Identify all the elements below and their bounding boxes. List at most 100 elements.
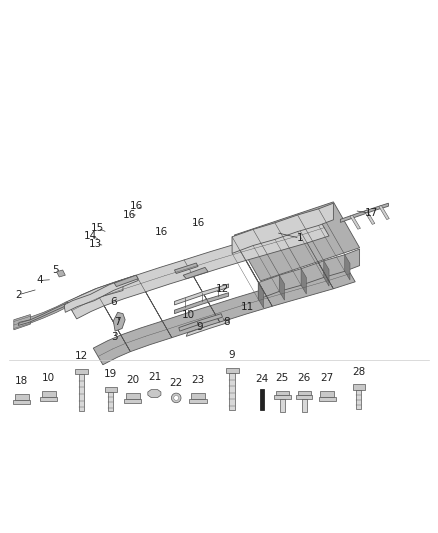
Polygon shape xyxy=(350,215,360,229)
Polygon shape xyxy=(230,373,235,410)
Text: 17: 17 xyxy=(364,208,378,218)
Polygon shape xyxy=(65,280,123,304)
Polygon shape xyxy=(113,312,125,331)
Polygon shape xyxy=(14,394,28,400)
Text: 26: 26 xyxy=(297,373,311,383)
Text: 13: 13 xyxy=(89,239,102,249)
Polygon shape xyxy=(234,202,360,281)
Polygon shape xyxy=(226,368,239,373)
Text: 21: 21 xyxy=(148,372,161,382)
Polygon shape xyxy=(64,275,138,312)
Text: 15: 15 xyxy=(91,223,104,233)
Text: 1: 1 xyxy=(297,233,303,243)
Text: 20: 20 xyxy=(126,375,139,385)
Polygon shape xyxy=(301,399,307,412)
Polygon shape xyxy=(174,263,198,273)
Polygon shape xyxy=(183,268,208,279)
Polygon shape xyxy=(95,289,131,352)
Polygon shape xyxy=(75,369,88,374)
Polygon shape xyxy=(364,211,375,224)
Text: 14: 14 xyxy=(84,231,97,241)
Polygon shape xyxy=(253,229,258,254)
Polygon shape xyxy=(258,249,360,299)
Polygon shape xyxy=(297,391,311,395)
Text: 4: 4 xyxy=(37,276,43,286)
Polygon shape xyxy=(274,395,290,399)
Polygon shape xyxy=(179,313,223,331)
Polygon shape xyxy=(93,265,355,365)
Polygon shape xyxy=(345,255,350,280)
Polygon shape xyxy=(232,237,237,262)
Polygon shape xyxy=(279,275,285,300)
Text: 28: 28 xyxy=(352,367,365,376)
Polygon shape xyxy=(79,374,84,411)
Polygon shape xyxy=(280,399,285,412)
Circle shape xyxy=(171,393,181,403)
Text: 18: 18 xyxy=(15,376,28,386)
Polygon shape xyxy=(340,203,389,222)
Text: 7: 7 xyxy=(114,317,121,327)
Text: 10: 10 xyxy=(42,373,55,383)
Text: 16: 16 xyxy=(155,228,168,237)
Polygon shape xyxy=(57,270,65,277)
Polygon shape xyxy=(124,399,141,403)
Polygon shape xyxy=(260,389,264,410)
Polygon shape xyxy=(105,386,117,392)
Polygon shape xyxy=(186,319,230,336)
Text: 19: 19 xyxy=(104,369,117,379)
Polygon shape xyxy=(28,302,65,324)
Polygon shape xyxy=(296,395,312,399)
Text: 16: 16 xyxy=(191,218,205,228)
Polygon shape xyxy=(232,203,333,253)
Circle shape xyxy=(174,395,179,400)
Text: 23: 23 xyxy=(191,375,205,385)
Polygon shape xyxy=(42,391,56,397)
Polygon shape xyxy=(126,393,140,399)
Text: 9: 9 xyxy=(229,350,235,360)
Polygon shape xyxy=(114,275,138,287)
Polygon shape xyxy=(108,392,113,411)
Polygon shape xyxy=(379,206,389,220)
Polygon shape xyxy=(40,397,57,400)
Polygon shape xyxy=(67,220,329,319)
Text: 12: 12 xyxy=(75,351,88,361)
Text: 27: 27 xyxy=(321,373,334,383)
Polygon shape xyxy=(297,215,303,240)
Polygon shape xyxy=(258,282,264,308)
Polygon shape xyxy=(13,400,30,403)
Polygon shape xyxy=(174,284,229,305)
Polygon shape xyxy=(275,223,280,248)
Polygon shape xyxy=(318,397,336,400)
Text: 11: 11 xyxy=(241,302,254,312)
Text: 25: 25 xyxy=(276,373,289,383)
Polygon shape xyxy=(148,390,161,398)
Text: 5: 5 xyxy=(52,265,59,275)
Polygon shape xyxy=(14,314,30,330)
Text: 6: 6 xyxy=(110,297,117,308)
Text: 16: 16 xyxy=(123,210,136,220)
Text: 12: 12 xyxy=(216,284,229,294)
Polygon shape xyxy=(18,304,65,326)
Polygon shape xyxy=(237,244,272,306)
Polygon shape xyxy=(357,390,361,409)
Polygon shape xyxy=(297,227,333,289)
Polygon shape xyxy=(136,275,172,338)
Polygon shape xyxy=(353,384,365,390)
Polygon shape xyxy=(174,293,229,313)
Polygon shape xyxy=(324,261,329,286)
Polygon shape xyxy=(318,209,324,234)
Text: 22: 22 xyxy=(170,378,183,388)
Polygon shape xyxy=(276,391,289,395)
Polygon shape xyxy=(301,269,306,294)
Text: 8: 8 xyxy=(223,317,230,327)
Text: 9: 9 xyxy=(196,322,203,332)
Polygon shape xyxy=(189,399,207,403)
Text: 3: 3 xyxy=(111,332,117,342)
Text: 16: 16 xyxy=(129,201,143,211)
Text: 10: 10 xyxy=(182,310,195,319)
Polygon shape xyxy=(184,260,220,322)
Text: 2: 2 xyxy=(15,290,21,300)
Polygon shape xyxy=(320,391,334,397)
Polygon shape xyxy=(191,393,205,399)
Text: 24: 24 xyxy=(255,374,268,384)
